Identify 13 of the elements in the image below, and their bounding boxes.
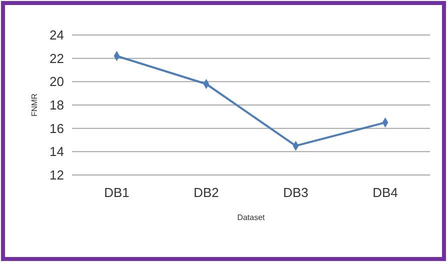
y-tick-label: 18 xyxy=(50,98,64,113)
y-tick-label: 20 xyxy=(50,74,64,90)
y-tick-label: 22 xyxy=(50,50,64,66)
y-tick-label: 12 xyxy=(50,168,64,183)
y-tick-label: 24 xyxy=(50,28,64,43)
x-tick-label: DB2 xyxy=(194,185,219,200)
x-tick-label: DB1 xyxy=(104,185,130,200)
x-tick-label: DB3 xyxy=(283,185,308,200)
y-axis-title: FNMR xyxy=(30,93,39,117)
x-tick-label: DB4 xyxy=(372,185,398,200)
y-tick-label: 16 xyxy=(50,120,64,136)
y-tick-label: 14 xyxy=(50,144,64,160)
x-axis-title: Dataset xyxy=(237,213,266,222)
